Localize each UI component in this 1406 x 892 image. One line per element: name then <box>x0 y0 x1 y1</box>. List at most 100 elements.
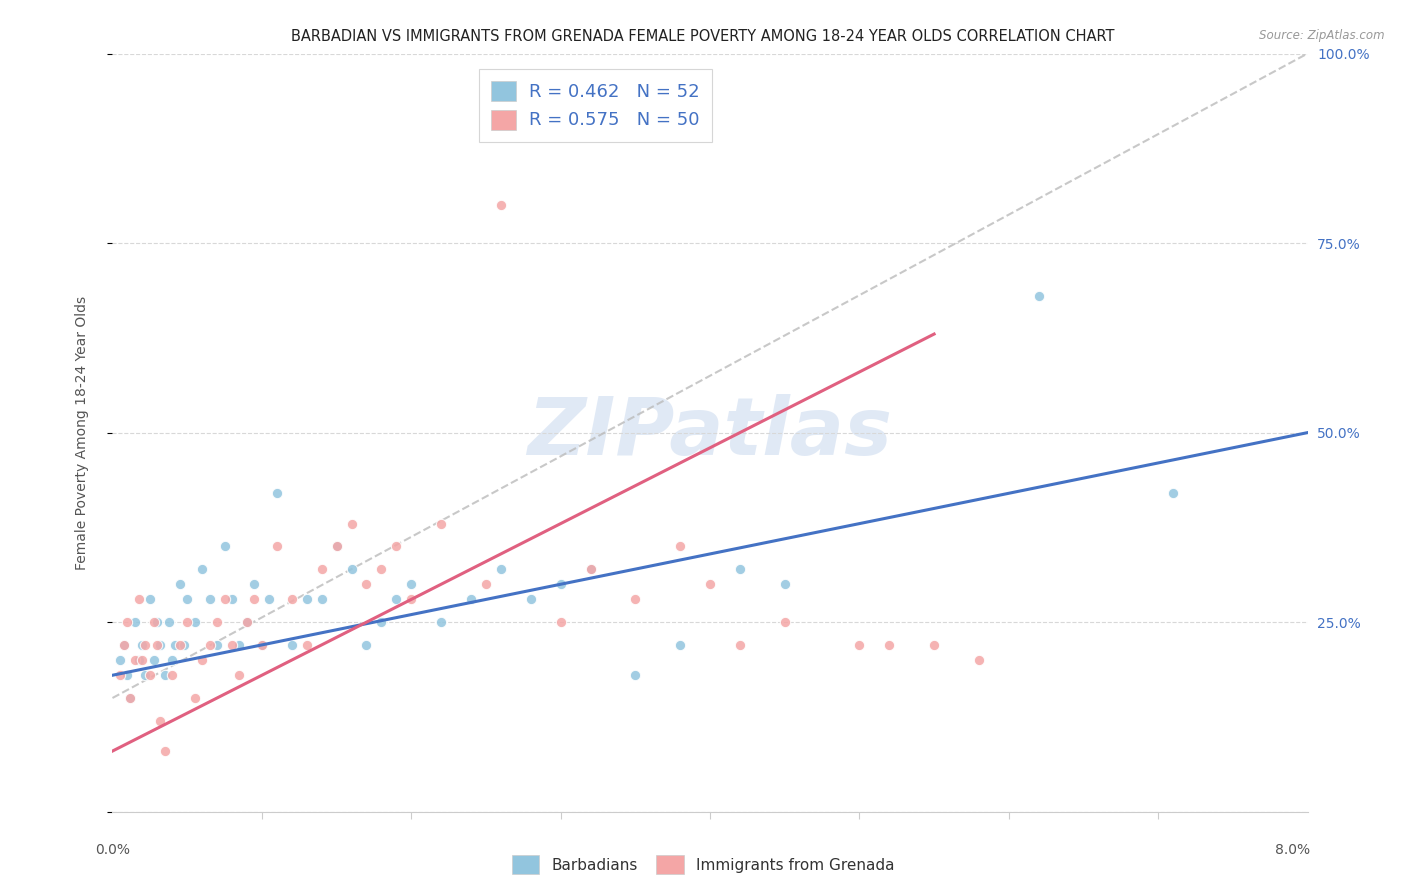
Point <box>183 690 205 705</box>
Point <box>550 615 572 630</box>
Point <box>120 690 142 705</box>
Point <box>728 638 751 652</box>
Point <box>153 668 176 682</box>
Point <box>191 562 214 576</box>
Point <box>243 592 266 607</box>
Point <box>699 577 721 591</box>
Point <box>191 653 214 667</box>
Point <box>243 577 266 591</box>
Point <box>385 539 408 553</box>
Point <box>221 638 243 652</box>
Point <box>117 615 139 630</box>
Point <box>475 577 498 591</box>
Text: 8.0%: 8.0% <box>1275 843 1310 857</box>
Point <box>128 592 150 607</box>
Point <box>848 638 870 652</box>
Point <box>460 592 482 607</box>
Point <box>131 653 153 667</box>
Point <box>214 592 236 607</box>
Point <box>162 668 183 682</box>
Point <box>550 577 572 591</box>
Point <box>922 638 945 652</box>
Point <box>401 577 423 591</box>
Point <box>728 562 751 576</box>
Text: BARBADIAN VS IMMIGRANTS FROM GRENADA FEMALE POVERTY AMONG 18-24 YEAR OLDS CORREL: BARBADIAN VS IMMIGRANTS FROM GRENADA FEM… <box>291 29 1115 44</box>
Point <box>117 668 139 682</box>
Point <box>131 638 153 652</box>
Point <box>430 615 453 630</box>
Point <box>669 539 692 553</box>
Point <box>311 562 333 576</box>
Point <box>295 592 318 607</box>
Point <box>489 562 512 576</box>
Point <box>139 592 162 607</box>
Point <box>520 592 543 607</box>
Point <box>281 638 304 652</box>
Point <box>124 615 146 630</box>
Point <box>773 615 796 630</box>
Point <box>340 516 363 531</box>
Point <box>624 668 647 682</box>
Point <box>236 615 259 630</box>
Legend: Barbadians, Immigrants from Grenada: Barbadians, Immigrants from Grenada <box>506 849 900 880</box>
Point <box>134 668 156 682</box>
Point <box>139 668 162 682</box>
Point <box>624 592 647 607</box>
Point <box>579 562 602 576</box>
Point <box>169 577 191 591</box>
Point <box>214 539 236 553</box>
Text: Source: ZipAtlas.com: Source: ZipAtlas.com <box>1260 29 1385 42</box>
Point <box>325 539 347 553</box>
Point <box>153 744 176 758</box>
Point <box>146 615 169 630</box>
Point <box>1028 289 1050 303</box>
Point <box>228 638 250 652</box>
Point <box>120 690 142 705</box>
Point <box>149 638 172 652</box>
Legend: R = 0.462   N = 52, R = 0.575   N = 50: R = 0.462 N = 52, R = 0.575 N = 50 <box>479 70 711 142</box>
Point <box>143 615 166 630</box>
Point <box>325 539 347 553</box>
Point <box>370 562 392 576</box>
Point <box>165 638 187 652</box>
Point <box>198 638 221 652</box>
Point <box>205 615 228 630</box>
Point <box>176 615 198 630</box>
Point <box>149 714 172 728</box>
Point <box>114 638 135 652</box>
Point <box>173 638 195 652</box>
Point <box>108 653 131 667</box>
Point <box>385 592 408 607</box>
Point <box>128 653 150 667</box>
Point <box>157 615 180 630</box>
Point <box>266 539 288 553</box>
Point <box>967 653 990 667</box>
Point <box>250 638 273 652</box>
Point <box>221 592 243 607</box>
Point <box>295 638 318 652</box>
Point <box>340 562 363 576</box>
Point <box>124 653 146 667</box>
Point <box>1161 486 1184 500</box>
Point <box>162 653 183 667</box>
Point <box>430 516 453 531</box>
Point <box>281 592 304 607</box>
Point <box>198 592 221 607</box>
Point <box>114 638 135 652</box>
Point <box>259 592 281 607</box>
Point <box>134 638 156 652</box>
Point <box>146 638 169 652</box>
Point <box>579 562 602 576</box>
Point <box>356 638 378 652</box>
Point <box>370 615 392 630</box>
Point <box>489 198 512 212</box>
Point <box>143 653 166 667</box>
Text: ZIPatlas: ZIPatlas <box>527 393 893 472</box>
Point <box>879 638 901 652</box>
Point <box>169 638 191 652</box>
Point <box>228 668 250 682</box>
Y-axis label: Female Poverty Among 18-24 Year Olds: Female Poverty Among 18-24 Year Olds <box>75 295 89 570</box>
Point <box>773 577 796 591</box>
Point <box>311 592 333 607</box>
Point <box>108 668 131 682</box>
